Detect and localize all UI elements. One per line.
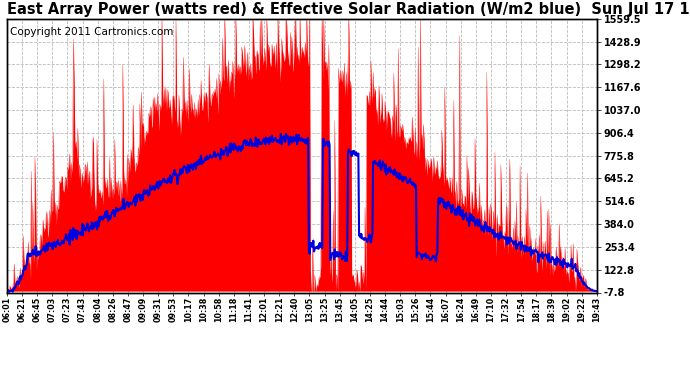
Text: East Array Power (watts red) & Effective Solar Radiation (W/m2 blue)  Sun Jul 17: East Array Power (watts red) & Effective… <box>7 2 690 17</box>
Text: Copyright 2011 Cartronics.com: Copyright 2011 Cartronics.com <box>10 27 173 37</box>
